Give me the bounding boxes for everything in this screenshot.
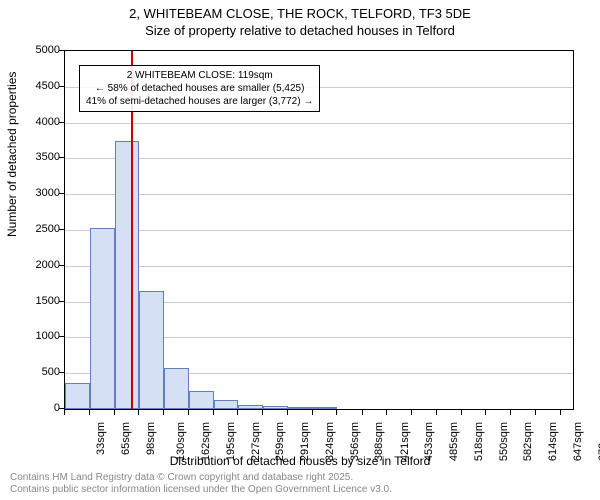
y-tick-label: 4000	[24, 116, 60, 128]
title-line2: Size of property relative to detached ho…	[0, 23, 600, 40]
histogram-bar	[214, 400, 239, 409]
y-axis-label: Number of detached properties	[5, 72, 19, 237]
footer-line2: Contains public sector information licen…	[10, 484, 392, 495]
gridline	[65, 266, 573, 267]
y-tick-label: 2500	[24, 223, 60, 235]
y-tick-label: 4500	[24, 80, 60, 92]
x-axis-label: Distribution of detached houses by size …	[0, 454, 600, 468]
histogram-bar	[115, 141, 140, 410]
y-tick-label: 500	[24, 366, 60, 378]
annotation-box: 2 WHITEBEAM CLOSE: 119sqm ← 58% of detac…	[79, 65, 320, 112]
title-block: 2, WHITEBEAM CLOSE, THE ROCK, TELFORD, T…	[0, 0, 600, 40]
x-tick-mark	[312, 410, 313, 415]
x-tick-mark	[386, 410, 387, 415]
x-tick-label: 65sqm	[120, 422, 132, 455]
x-tick-mark	[138, 410, 139, 415]
y-tick-label: 1000	[24, 330, 60, 342]
x-tick-mark	[287, 410, 288, 415]
y-tick-label: 1500	[24, 295, 60, 307]
x-tick-mark	[237, 410, 238, 415]
x-tick-mark	[535, 410, 536, 415]
histogram-bar	[164, 368, 189, 409]
y-tick-label: 3000	[24, 187, 60, 199]
title-line1: 2, WHITEBEAM CLOSE, THE ROCK, TELFORD, T…	[0, 6, 600, 23]
x-tick-mark	[114, 410, 115, 415]
histogram-bar	[288, 407, 313, 409]
annotation-line3: 41% of semi-detached houses are larger (…	[86, 95, 313, 108]
y-tick-label: 5000	[24, 44, 60, 56]
x-tick-mark	[163, 410, 164, 415]
x-tick-label: 33sqm	[95, 422, 107, 455]
histogram-bar	[189, 391, 214, 409]
annotation-line2: ← 58% of detached houses are smaller (5,…	[86, 82, 313, 95]
plot-area: 2 WHITEBEAM CLOSE: 119sqm ← 58% of detac…	[64, 50, 574, 410]
x-tick-mark	[213, 410, 214, 415]
gridline	[65, 158, 573, 159]
y-tick-label: 2000	[24, 259, 60, 271]
x-tick-mark	[64, 410, 65, 415]
footer-line1: Contains HM Land Registry data © Crown c…	[10, 472, 353, 483]
histogram-bar	[263, 406, 288, 409]
x-tick-mark	[560, 410, 561, 415]
x-tick-mark	[336, 410, 337, 415]
x-tick-mark	[510, 410, 511, 415]
x-tick-label: 98sqm	[145, 422, 157, 455]
y-tick-label: 0	[24, 402, 60, 414]
x-tick-mark	[461, 410, 462, 415]
histogram-bar	[313, 407, 338, 409]
x-tick-mark	[436, 410, 437, 415]
histogram-bar	[90, 228, 115, 409]
x-tick-mark	[485, 410, 486, 415]
y-tick-label: 3500	[24, 151, 60, 163]
chart-container: 2, WHITEBEAM CLOSE, THE ROCK, TELFORD, T…	[0, 0, 600, 500]
gridline	[65, 194, 573, 195]
gridline	[65, 230, 573, 231]
gridline	[65, 123, 573, 124]
x-tick-mark	[89, 410, 90, 415]
x-tick-mark	[411, 410, 412, 415]
annotation-line1: 2 WHITEBEAM CLOSE: 119sqm	[86, 69, 313, 82]
histogram-bar	[65, 383, 90, 409]
histogram-bar	[139, 291, 164, 409]
x-tick-mark	[262, 410, 263, 415]
x-tick-mark	[362, 410, 363, 415]
histogram-bar	[238, 405, 263, 409]
x-tick-mark	[188, 410, 189, 415]
